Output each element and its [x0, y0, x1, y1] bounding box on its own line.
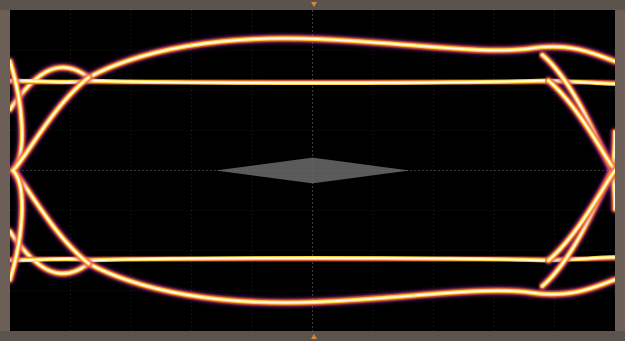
- bottom-center-marker[interactable]: [0, 331, 625, 341]
- eye-mask: [215, 157, 410, 184]
- trace-right-fall-2-layer-3: [547, 79, 615, 172]
- trace-right-rise-2-layer-3: [547, 169, 615, 262]
- eye-mask-diamond: [215, 157, 410, 184]
- trace-high-inner: [10, 76, 615, 89]
- trace-left-rise: [10, 72, 94, 285]
- waveform-display[interactable]: [10, 10, 615, 331]
- trace-left-rise-layer-3: [10, 76, 90, 281]
- trace-high-outer: [10, 33, 615, 115]
- bottom-bar: [0, 331, 625, 341]
- trace-low-outer: [10, 226, 615, 308]
- trace-right-rise-2: [543, 166, 615, 265]
- trace-low-outer-layer-3: [10, 230, 615, 304]
- eye-diagram-plot: [10, 10, 615, 331]
- trace-right-fall-2: [543, 76, 615, 175]
- top-center-marker[interactable]: [0, 0, 625, 10]
- eye-traces: [10, 33, 615, 308]
- top-bar: [0, 0, 625, 10]
- trace-low-inner: [10, 252, 615, 265]
- trace-high-outer-layer-3: [10, 37, 615, 111]
